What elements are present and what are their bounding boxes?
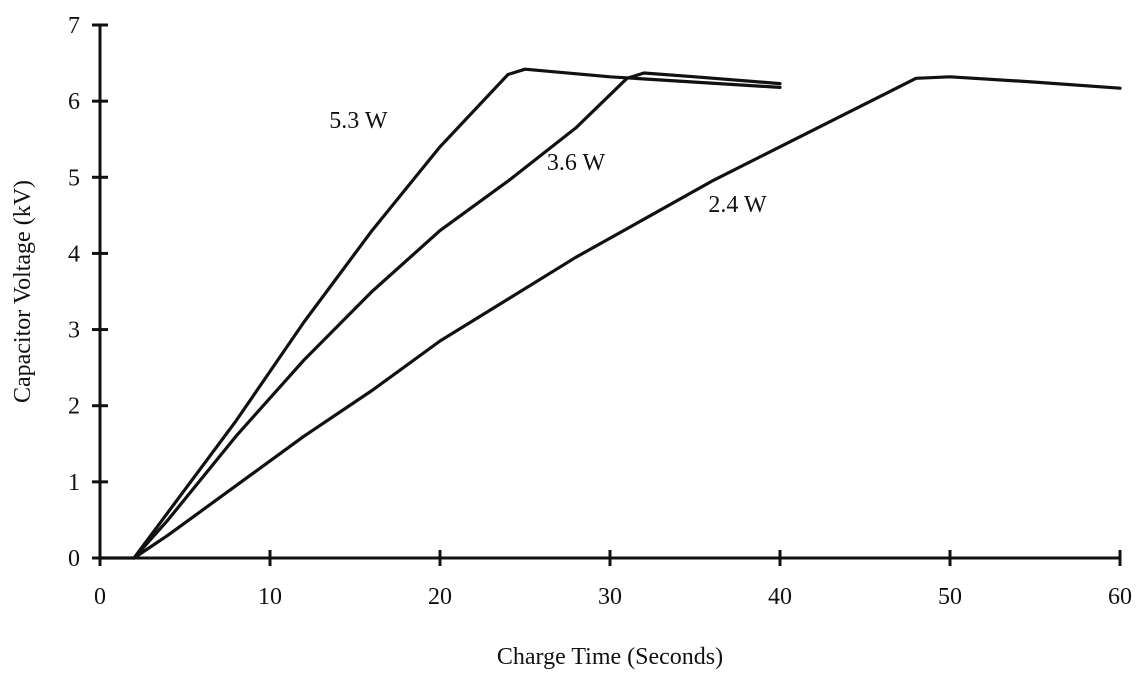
tick-group: 0 10 20 30 40 50 60 0 1 2 3 4 5 6 7 <box>68 13 1132 610</box>
y-tick-label: 1 <box>68 470 80 496</box>
y-tick-label: 5 <box>68 165 80 191</box>
x-tick-label: 20 <box>428 584 452 610</box>
series-line <box>132 75 1122 560</box>
y-axis-title: Capacitor Voltage (kV) <box>10 180 36 403</box>
series-line <box>132 71 782 560</box>
series-annotation: 5.3 W <box>329 108 388 134</box>
y-tick-label: 0 <box>68 546 80 572</box>
x-tick-label: 30 <box>598 584 622 610</box>
y-tick-label: 4 <box>68 241 80 267</box>
plot-axes-group <box>98 25 1120 560</box>
x-tick-label: 50 <box>938 584 962 610</box>
plot-series-group <box>98 67 1122 560</box>
series-annotation: 3.6 W <box>547 150 606 176</box>
y-tick-label: 2 <box>68 394 80 420</box>
series-annotation: 2.4 W <box>708 192 767 218</box>
x-tick-label: 10 <box>258 584 282 610</box>
y-tick-label: 3 <box>68 318 80 344</box>
y-tick-label: 7 <box>68 13 80 39</box>
y-tick-label: 6 <box>68 89 80 115</box>
x-axis-title: Charge Time (Seconds) <box>497 644 723 670</box>
x-tick-label: 40 <box>768 584 792 610</box>
series-line <box>98 67 782 560</box>
series-label-group: 5.3 W 3.6 W 2.4 W <box>329 108 767 218</box>
x-tick-label: 60 <box>1108 584 1132 610</box>
x-tick-label: 0 <box>94 584 106 610</box>
